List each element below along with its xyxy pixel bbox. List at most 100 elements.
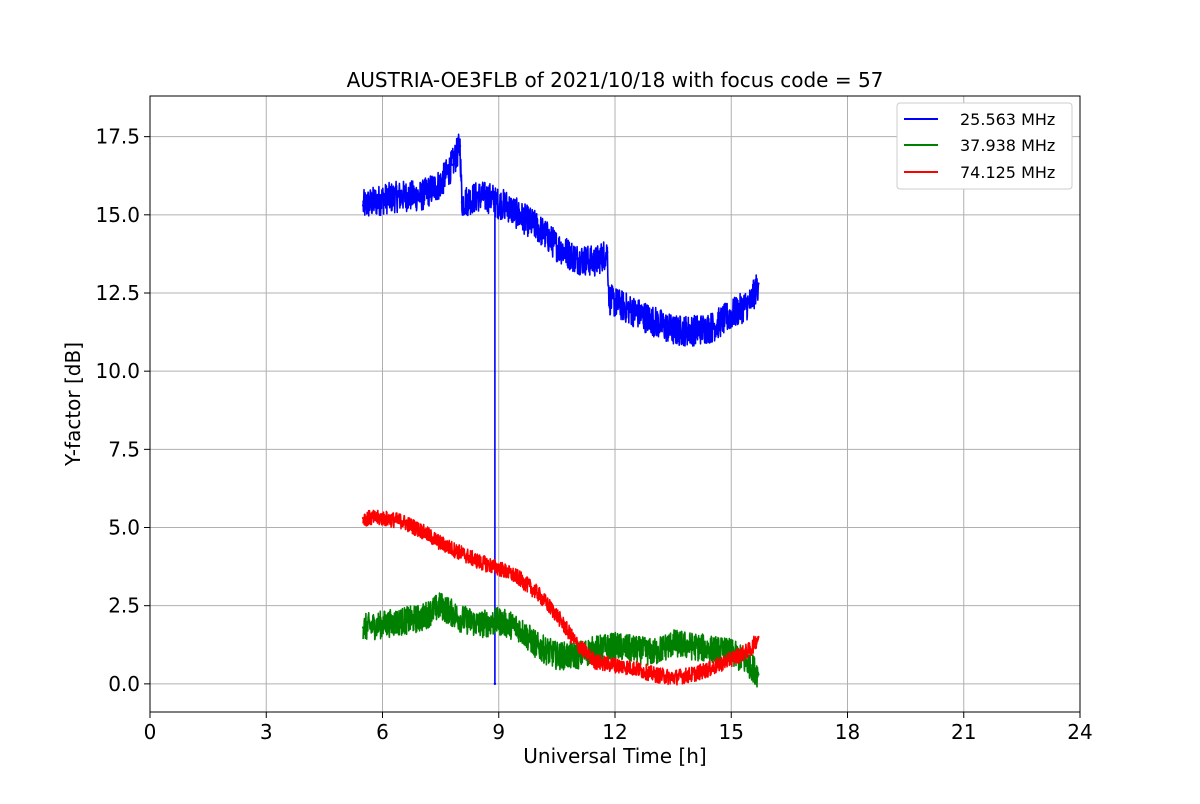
series-3-point: [516, 576, 520, 579]
series-1-point: [493, 197, 497, 201]
y-tick-label: 17.5: [95, 125, 140, 149]
series-2-point: [458, 616, 462, 620]
series-2-point: [691, 645, 694, 648]
series-1-point: [730, 313, 733, 317]
series-1-point: [420, 194, 423, 198]
legend-label-2: 37.938 MHz: [960, 136, 1055, 155]
ticks-layer: 0 3 6 9 12 15 18 21 24 0.0 2.5 5.0 7.5 10.0 12.5 15.0 17…: [95, 125, 1092, 744]
series-3-point: [555, 613, 559, 617]
series-3-point: [671, 676, 675, 679]
series-2-point: [497, 620, 500, 623]
series-3-point: [478, 560, 481, 564]
series-3-point: [613, 663, 617, 667]
series-line-2: [362, 592, 760, 688]
series-2-point: [749, 663, 752, 667]
series-1-point: [493, 682, 497, 686]
series-3-point: [361, 516, 365, 520]
y-tick-label: 5.0: [108, 516, 140, 540]
series-3-point: [439, 541, 442, 545]
series-1-point: [516, 213, 520, 217]
series-2-point: [633, 648, 636, 651]
x-tick-label: 12: [602, 720, 627, 744]
series-3-point: [633, 667, 636, 670]
series-2-point: [652, 651, 655, 654]
x-tick-label: 9: [492, 720, 505, 744]
chart-title: AUSTRIA-OE3FLB of 2021/10/18 with focus …: [347, 68, 884, 92]
x-tick-label: 15: [719, 720, 744, 744]
series-2-point: [516, 626, 520, 629]
series-1-point: [594, 260, 597, 263]
series-1-point: [652, 319, 655, 323]
series-1-point: [613, 301, 617, 304]
series-layer: [361, 133, 760, 688]
series-3-point: [575, 642, 578, 645]
series-1-point: [633, 310, 636, 313]
series-3-point: [691, 673, 694, 676]
series-1-point: [671, 329, 675, 332]
y-tick-label: 0.0: [108, 672, 140, 696]
series-2-point: [439, 604, 442, 607]
series-3-point: [381, 516, 384, 520]
series-1-point: [749, 301, 752, 304]
y-tick-label: 2.5: [108, 594, 140, 618]
series-3-point: [536, 591, 539, 595]
series-1-point: [691, 329, 694, 332]
series-3-point: [652, 673, 655, 676]
series-1-point: [439, 182, 442, 185]
series-1-point: [460, 201, 464, 204]
series-2-point: [555, 654, 559, 657]
x-tick-label: 3: [260, 720, 273, 744]
series-1-point: [505, 204, 508, 207]
series-1-point: [478, 194, 481, 198]
x-axis-label: Universal Time [h]: [523, 744, 706, 768]
y-tick-label: 12.5: [95, 281, 140, 305]
x-tick-label: 6: [376, 720, 389, 744]
legend-label-3: 74.125 MHz: [960, 163, 1055, 182]
series-1-point: [458, 144, 462, 148]
series-1-point: [757, 282, 760, 285]
series-3-point: [757, 635, 760, 639]
series-3-point: [749, 648, 752, 651]
series-2-point: [757, 673, 760, 676]
series-1-point: [536, 226, 539, 229]
series-2-point: [361, 626, 365, 629]
x-tick-label: 0: [144, 720, 157, 744]
series-3-point: [458, 551, 462, 554]
series-1-point: [451, 163, 454, 166]
series-3-point: [730, 657, 733, 661]
series-2-point: [381, 623, 384, 626]
series-2-point: [613, 645, 617, 648]
series-1-point: [361, 204, 365, 207]
series-1-point: [575, 257, 578, 260]
series-3-point: [400, 520, 404, 523]
y-tick-label: 7.5: [108, 437, 140, 461]
x-tick-label: 21: [951, 720, 976, 744]
series-2-point: [710, 648, 714, 651]
series-2-point: [575, 654, 578, 657]
series-1-point: [493, 201, 497, 204]
y-axis-label: Y-factor [dB]: [61, 342, 85, 467]
series-3-point: [420, 529, 423, 532]
series-3-point: [710, 667, 714, 670]
x-tick-label: 18: [835, 720, 860, 744]
series-2-point: [478, 623, 481, 626]
series-1-point: [400, 194, 404, 198]
series-1-point: [607, 298, 611, 301]
series-1-point: [606, 251, 609, 254]
series-1-point: [381, 197, 384, 201]
y-tick-label: 15.0: [95, 203, 140, 227]
series-2-point: [671, 642, 675, 645]
series-line-3: [362, 509, 760, 686]
legend: 25.563 MHz 37.938 MHz 74.125 MHz: [896, 102, 1073, 190]
series-2-point: [420, 616, 423, 620]
x-tick-label: 24: [1067, 720, 1092, 744]
series-2-point: [400, 620, 404, 623]
legend-box: [896, 102, 1073, 190]
series-1-point: [555, 244, 559, 248]
y-tick-label: 10.0: [95, 359, 140, 383]
series-3-point: [497, 566, 500, 570]
legend-label-1: 25.563 MHz: [960, 110, 1055, 129]
series-2-point: [594, 648, 597, 651]
series-1-point: [710, 326, 714, 329]
